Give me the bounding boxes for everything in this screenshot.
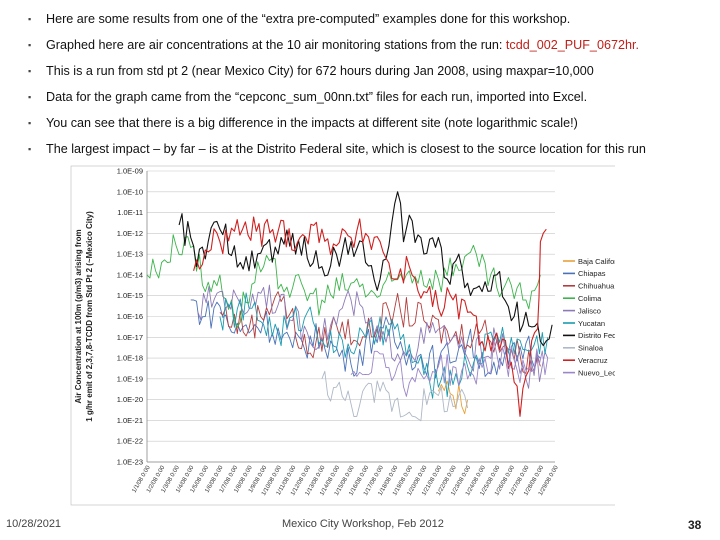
series-line: [350, 339, 549, 397]
legend-label: Yucatan: [578, 319, 605, 328]
run-name-highlight: tcdd_002_PUF_0672hr.: [505, 38, 639, 52]
bullet-dot-icon: ▪: [28, 40, 32, 50]
legend-label: Colima: [578, 294, 602, 303]
bullet-text: Data for the graph came from the “cepcon…: [46, 90, 588, 104]
y-axis-label-line: 1 g/hr emit of 2,3,7,8-TCDD from Std Pt …: [85, 211, 94, 422]
y-tick-label: 1.0E-16: [117, 312, 143, 321]
series-line: [190, 299, 541, 379]
y-axis-label-line: Air Concentration at 100m (g/m3) arising…: [74, 229, 83, 403]
legend-label: Jalisco: [578, 306, 601, 315]
bullet-item: ▪ This is a run from std pt 2 (near Mexic…: [28, 58, 718, 84]
series-line: [146, 234, 541, 328]
footer-date: 10/28/2021: [6, 518, 62, 530]
series-line: [193, 216, 547, 417]
bullet-dot-icon: ▪: [28, 92, 32, 102]
y-tick-label: 1.0E-22: [117, 437, 143, 446]
series-line: [197, 284, 549, 389]
bullet-item: ▪ Data for the graph came from the “cepco…: [28, 84, 718, 110]
y-tick-label: 1.0E-20: [117, 395, 143, 404]
series-line: [178, 191, 553, 347]
bullet-dot-icon: ▪: [28, 66, 32, 76]
y-tick-label: 1.0E-19: [117, 374, 143, 383]
legend-label: Veracruz: [578, 356, 608, 365]
bullet-text: Graphed here are air concentrations at t…: [46, 38, 506, 52]
bullet-item: ▪ You can see that there is a big differe…: [28, 110, 718, 136]
y-tick-label: 1.0E-23: [117, 458, 143, 467]
series-line: [437, 380, 469, 415]
y-tick-label: 1.0E-13: [117, 250, 143, 259]
bullet-item: ▪ The largest impact – by far – is at the…: [28, 136, 718, 162]
bullet-dot-icon: ▪: [28, 118, 32, 128]
bullet-text: You can see that there is a big differen…: [46, 116, 578, 130]
legend-label: Distrito Federal: [578, 331, 615, 340]
legend-label: Baja California: [578, 257, 615, 266]
y-tick-label: 1.0E-17: [117, 333, 143, 342]
bullet-text: Here are some results from one of the “e…: [46, 12, 571, 26]
y-tick-label: 1.0E-15: [117, 291, 143, 300]
legend-label: Chihuahua: [578, 282, 615, 291]
bullet-item: ▪ Here are some results from one of the “…: [28, 6, 718, 32]
y-tick-label: 1.0E-14: [117, 270, 143, 279]
bullet-list: ▪ Here are some results from one of the “…: [28, 6, 718, 162]
footer-title: Mexico City Workshop, Feb 2012: [282, 518, 444, 530]
bullet-text: The largest impact – by far – is at the …: [46, 142, 646, 156]
chart-frame: [70, 165, 615, 506]
y-tick-label: 1.0E-21: [117, 416, 143, 425]
legend-label: Chiapas: [578, 269, 606, 278]
series-line: [321, 370, 469, 422]
y-axis-label: Air Concentration at 100m (g/m3) arising…: [74, 211, 94, 422]
y-tick-label: 1.0E-11: [117, 208, 143, 217]
y-tick-label: 1.0E-09: [117, 167, 143, 176]
y-tick-label: 1.0E-18: [117, 354, 143, 363]
y-tick-label: 1.0E-10: [117, 187, 143, 196]
bullet-dot-icon: ▪: [28, 144, 32, 154]
bullet-item: ▪ Graphed here are air concentrations at …: [28, 32, 718, 58]
legend-label: Nuevo_Leon: [578, 368, 615, 377]
bullet-text: This is a run from std pt 2 (near Mexico…: [46, 64, 594, 78]
y-tick-label: 1.0E-12: [117, 229, 143, 238]
legend-label: Sinaloa: [578, 344, 604, 353]
bullet-dot-icon: ▪: [28, 14, 32, 24]
concentration-chart: 1.0E-09 1.0E-10 1.0E-11 1.0E-12 1.0E-13 1.0E-…: [70, 165, 615, 506]
page-number: 38: [688, 518, 702, 532]
